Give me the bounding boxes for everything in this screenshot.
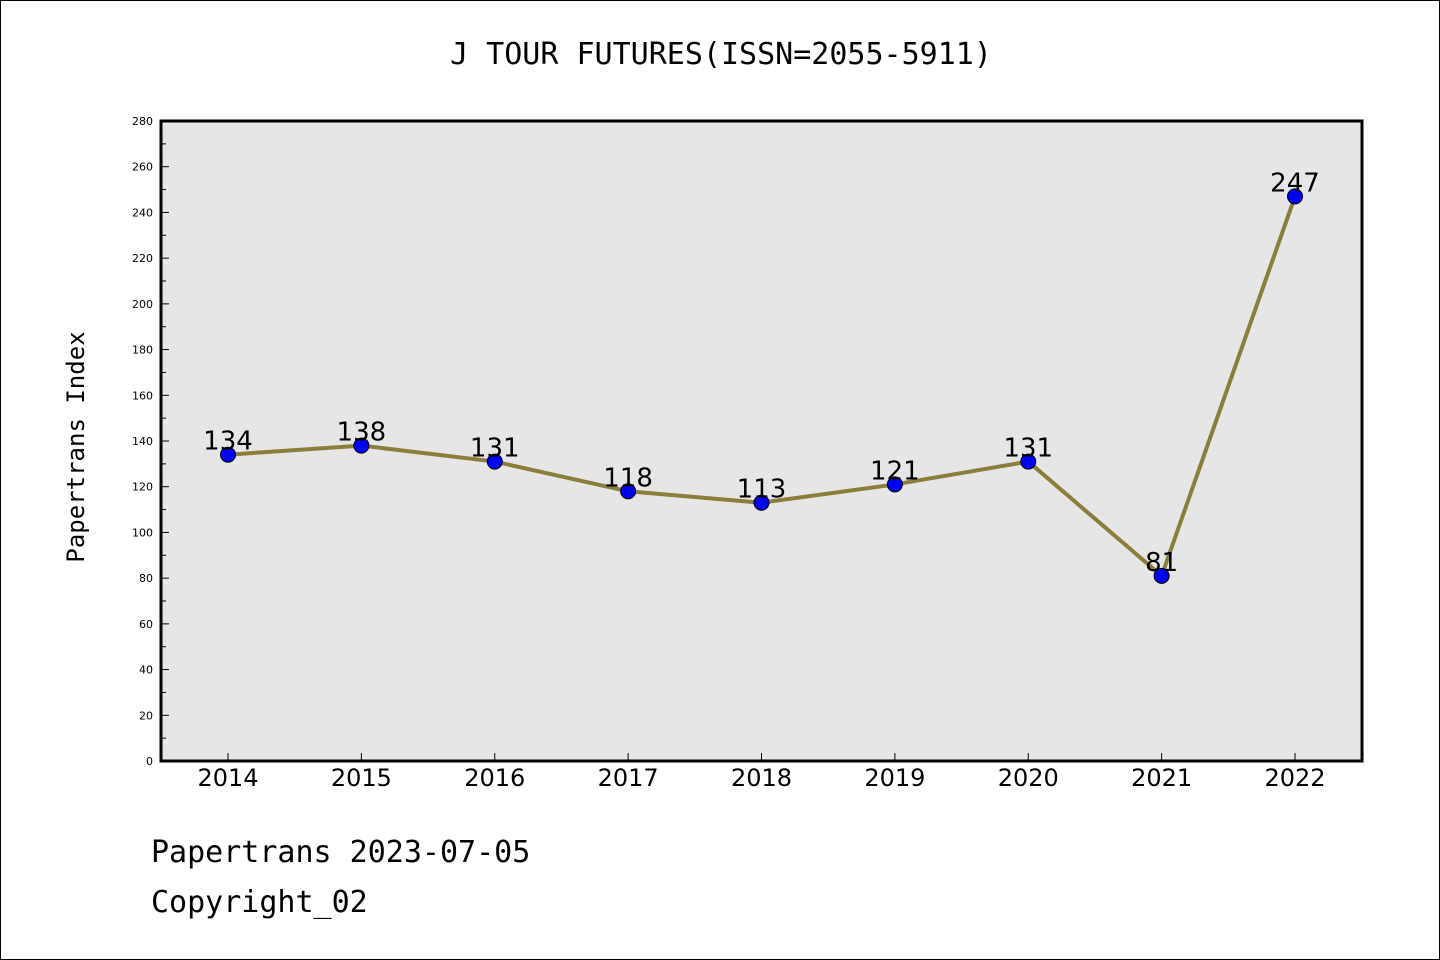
data-point — [753, 494, 770, 511]
data-label: 118 — [603, 463, 653, 493]
data-point — [220, 446, 236, 463]
x-tick-label: 2018 — [731, 764, 792, 792]
y-tick-label: 180 — [132, 344, 153, 357]
plot-border — [159, 119, 1364, 763]
y-tick-label: 80 — [139, 572, 153, 585]
x-tick-label: 2017 — [598, 764, 659, 792]
y-tick-label: 140 — [132, 435, 153, 448]
x-tick-label: 2020 — [998, 764, 1059, 792]
data-labels: 134 138 131 118 113 121 131 81 247 — [203, 168, 1320, 577]
data-point — [1020, 453, 1037, 470]
data-point — [1287, 188, 1303, 205]
y-tick-label: 40 — [139, 664, 153, 677]
y-axis-ticks: 0 20 40 60 80 100 120 140 160 180 200 220 240 260 280 — [132, 115, 169, 768]
chart-title: J TOUR FUTURES(ISSN=2055-5911) — [450, 37, 992, 72]
x-axis-ticks: 2014 2015 2016 2017 2018 2019 2020 2021 2022 — [197, 753, 1326, 792]
footer-copyright: Copyright_02 — [151, 885, 368, 920]
data-label: 134 — [203, 427, 253, 457]
data-label: 113 — [737, 475, 787, 505]
x-tick-label: 2021 — [1131, 764, 1192, 792]
y-tick-label: 160 — [132, 389, 153, 402]
data-label: 138 — [337, 418, 387, 448]
x-tick-label: 2016 — [464, 764, 525, 792]
data-label: 131 — [1003, 434, 1053, 464]
y-tick-label: 120 — [132, 481, 153, 494]
y-tick-label: 200 — [132, 298, 153, 311]
y-tick-label: 100 — [132, 526, 153, 539]
y-tick-label: 20 — [139, 709, 153, 722]
data-point — [353, 437, 370, 454]
data-point — [486, 453, 503, 470]
data-point — [620, 483, 637, 500]
y-tick-label: 280 — [132, 115, 153, 128]
data-point — [1153, 567, 1170, 584]
data-label: 81 — [1145, 548, 1178, 578]
data-point — [886, 476, 903, 493]
x-tick-label: 2015 — [331, 764, 392, 792]
data-label: 247 — [1270, 168, 1320, 198]
data-label: 121 — [870, 456, 920, 486]
data-label: 131 — [470, 434, 520, 464]
y-tick-label: 260 — [132, 161, 153, 174]
series-layer — [220, 188, 1303, 584]
y-tick-label: 240 — [132, 206, 153, 219]
y-tick-label: 220 — [132, 252, 153, 265]
x-tick-label: 2014 — [197, 764, 258, 792]
y-tick-label: 60 — [139, 618, 153, 631]
y-tick-label: 0 — [146, 755, 153, 768]
x-tick-label: 2022 — [1264, 764, 1325, 792]
x-tick-label: 2019 — [864, 764, 925, 792]
footer-date: Papertrans 2023-07-05 — [151, 835, 531, 870]
